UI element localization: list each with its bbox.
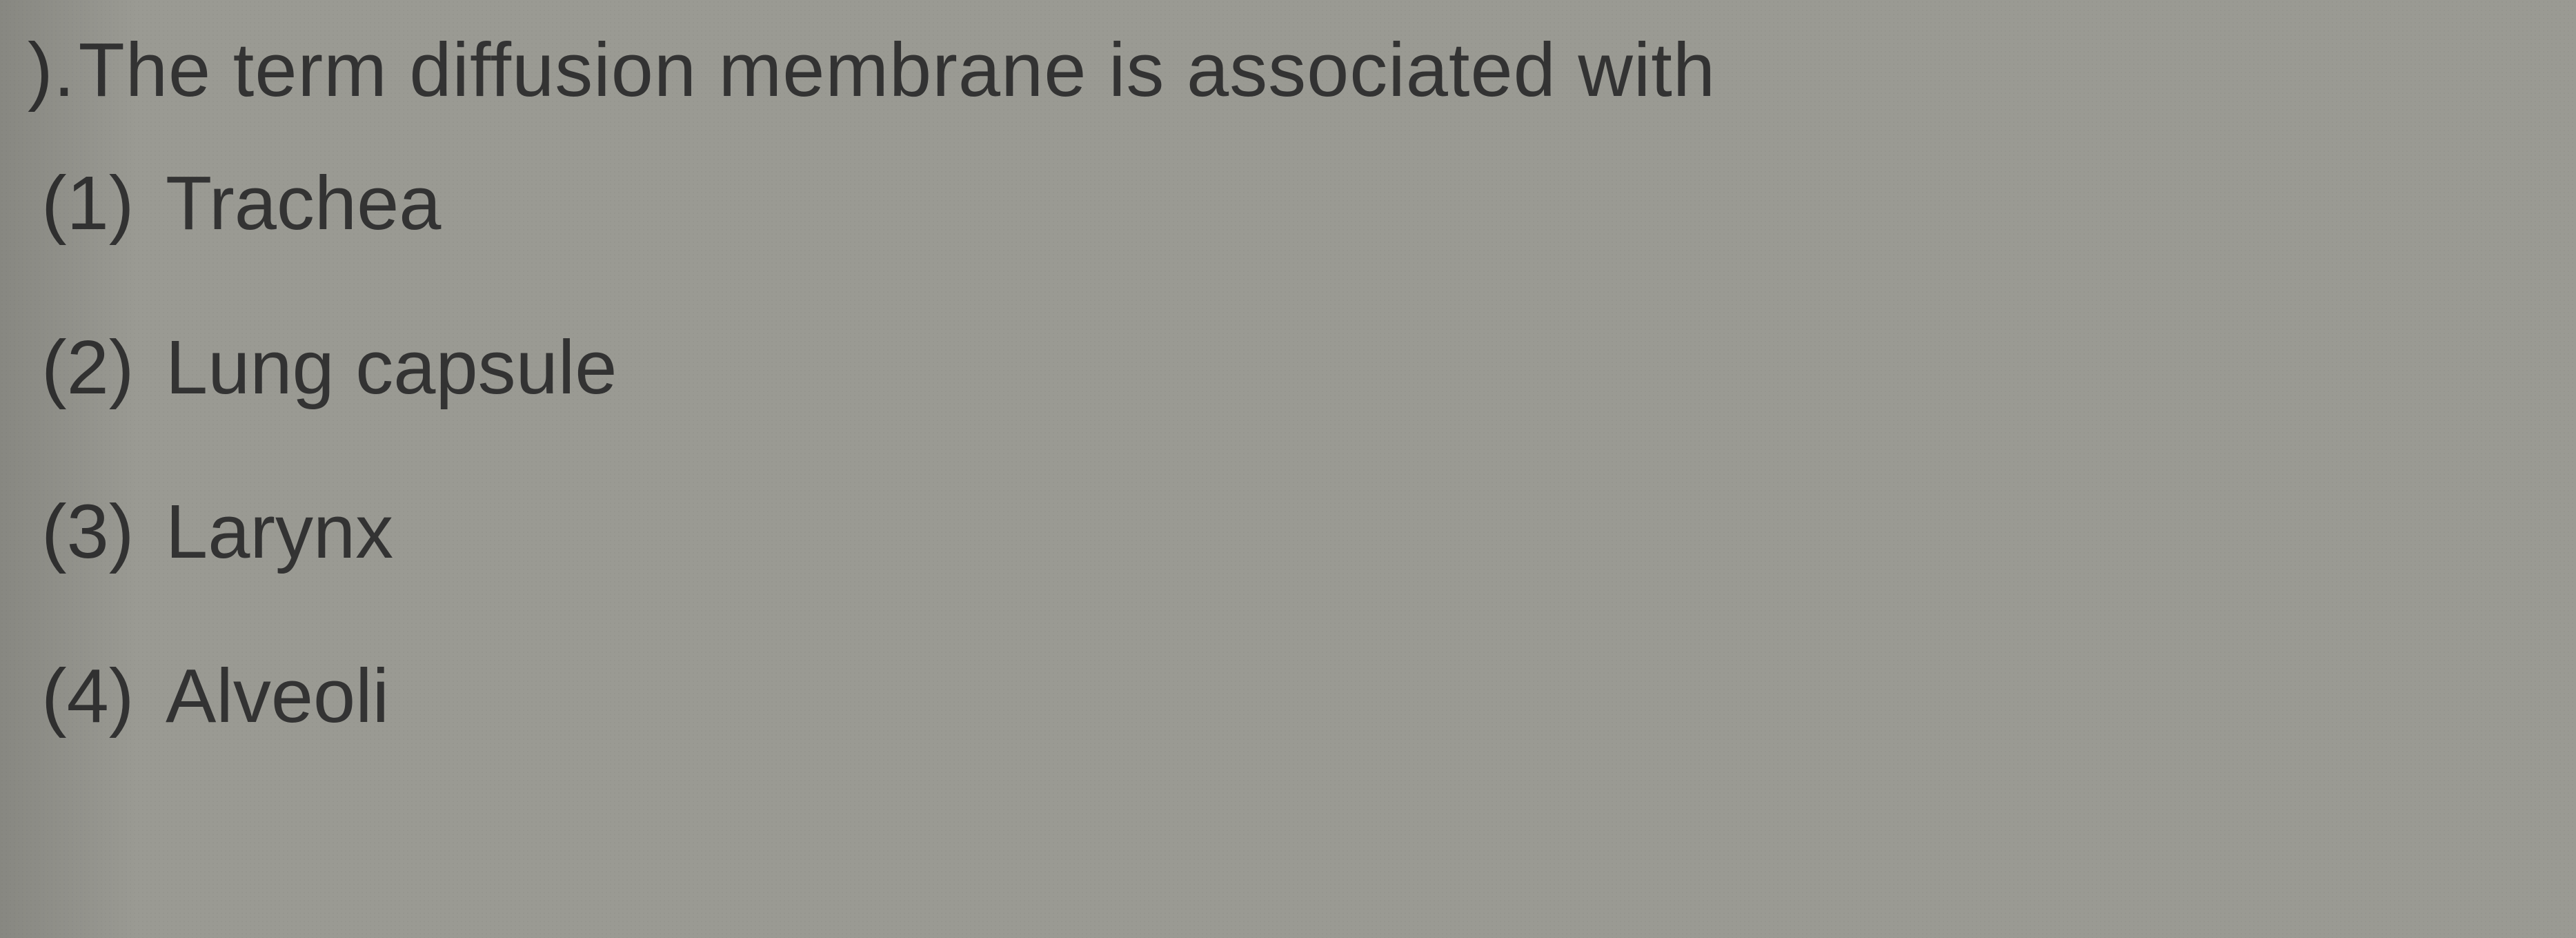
question-row: ). The term diffusion membrane is associ… [28,21,2548,119]
question-text: The term diffusion membrane is associate… [79,28,1716,113]
option-2: (2) Lung capsule [41,318,2548,417]
option-4-marker: (4) [41,654,134,739]
option-3: (3) Larynx [41,482,2548,581]
option-3-text: Larynx [166,489,393,574]
option-1: (1) Trachea [41,154,2548,253]
option-1-marker: (1) [41,161,134,246]
question-prefix: ). [28,28,75,113]
option-1-text: Trachea [166,161,441,246]
option-2-text: Lung capsule [166,325,617,410]
option-2-marker: (2) [41,325,134,410]
option-4-text: Alveoli [166,654,389,739]
option-4: (4) Alveoli [41,647,2548,745]
options-list: (1) Trachea (2) Lung capsule (3) Larynx … [41,154,2548,745]
option-3-marker: (3) [41,489,134,574]
